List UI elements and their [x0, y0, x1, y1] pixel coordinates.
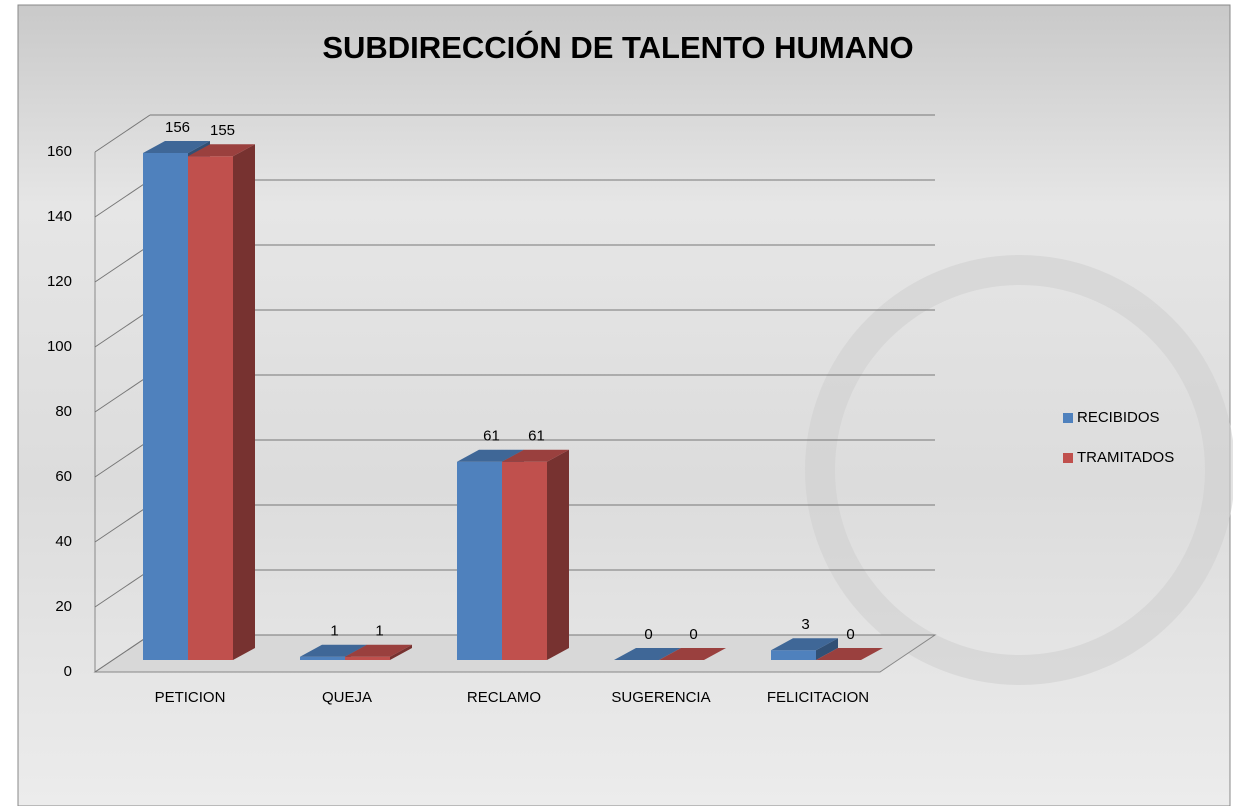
y-tick-label: 120 — [47, 273, 72, 290]
legend-label: RECIBIDOS — [1077, 409, 1160, 426]
x-tick-label: SUGERENCIA — [611, 689, 710, 706]
grid-line-side — [94, 569, 151, 608]
y-tick-label: 100 — [47, 338, 72, 355]
legend-swatch — [1063, 453, 1073, 463]
data-label: 0 — [689, 626, 697, 643]
chart-title: SUBDIRECCIÓN DE TALENTO HUMANO — [322, 29, 913, 65]
y-tick-label: 0 — [64, 663, 72, 680]
bar-top — [816, 648, 883, 660]
data-label: 61 — [483, 428, 500, 445]
bar — [502, 461, 547, 660]
grid-line-side — [94, 179, 151, 218]
bar — [300, 656, 345, 660]
bar-side — [233, 144, 255, 660]
y-tick-label: 80 — [55, 403, 72, 420]
bar — [188, 156, 233, 660]
data-label: 0 — [644, 626, 652, 643]
data-label: 156 — [165, 119, 190, 136]
legend-label: TRAMITADOS — [1077, 449, 1174, 466]
bar — [457, 461, 502, 660]
bar-side — [816, 638, 838, 660]
y-tick-label: 20 — [55, 598, 72, 615]
bar-top — [188, 144, 255, 157]
grid-line-side — [94, 634, 151, 673]
grid-line-side — [94, 114, 151, 153]
bar-side — [390, 644, 412, 660]
data-label: 1 — [330, 623, 338, 640]
bar-side — [547, 449, 569, 660]
bar-top — [143, 141, 210, 153]
watermark — [805, 255, 1233, 685]
x-tick-label: QUEJA — [322, 689, 372, 706]
grid-line-side — [94, 504, 151, 543]
x-tick-label: FELICITACION — [767, 689, 869, 706]
y-tick-label: 60 — [55, 468, 72, 485]
grid-line-side — [94, 244, 151, 283]
bar-top — [614, 648, 681, 660]
grid-line-side — [94, 309, 151, 348]
legend-swatch — [1063, 413, 1073, 423]
data-label: 155 — [210, 122, 235, 139]
y-tick-label: 140 — [47, 208, 72, 225]
x-tick-label: PETICION — [155, 689, 226, 706]
grid-line-side — [94, 374, 151, 413]
bar-top — [659, 648, 726, 660]
grid-line-side — [94, 439, 151, 478]
y-tick-label: 160 — [47, 143, 72, 160]
y-tick-label: 40 — [55, 533, 72, 550]
data-label: 3 — [801, 616, 809, 633]
data-label: 1 — [375, 623, 383, 640]
bar — [345, 656, 390, 660]
bar-top — [300, 644, 367, 657]
bar — [143, 153, 188, 660]
bar — [771, 650, 816, 660]
bar-top — [345, 644, 412, 657]
data-label: 61 — [528, 428, 545, 445]
bar-top — [771, 638, 838, 651]
data-label: 0 — [846, 626, 854, 643]
bar-top — [457, 449, 524, 462]
bar-top — [502, 449, 569, 462]
x-tick-label: RECLAMO — [467, 689, 541, 706]
